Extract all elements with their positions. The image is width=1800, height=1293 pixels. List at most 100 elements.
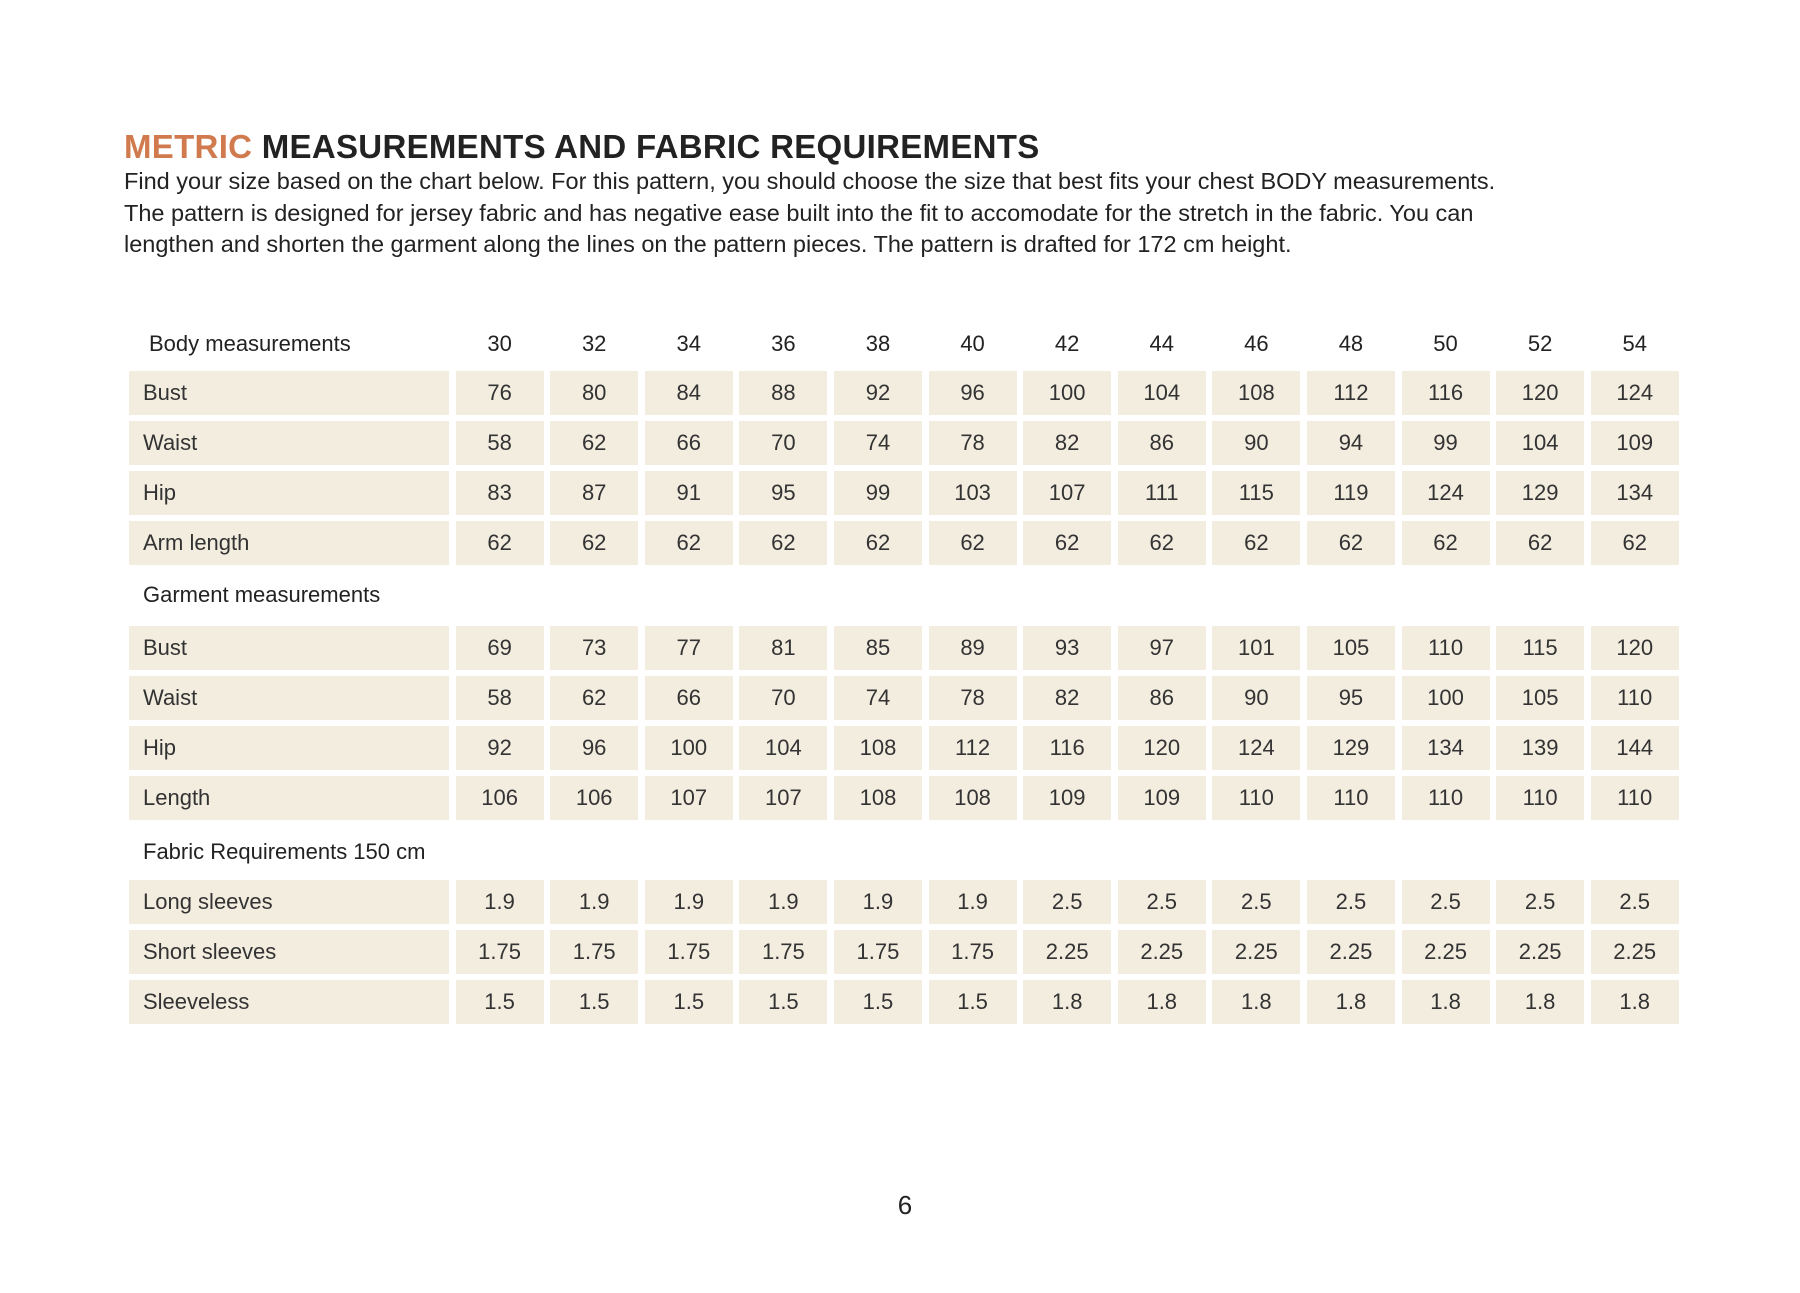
table-cell: 81 (739, 626, 828, 670)
row-label: Long sleeves (129, 880, 449, 924)
table-cell: 62 (739, 521, 828, 565)
table-cell: 115 (1496, 626, 1585, 670)
table-cell: 144 (1590, 726, 1679, 770)
table-cell: 110 (1496, 776, 1585, 820)
size-header: 48 (1338, 331, 1364, 356)
table-cell: 69 (455, 626, 544, 670)
table-cell: 2.5 (1306, 880, 1395, 924)
table-cell: 1.5 (928, 980, 1017, 1024)
table-cell: 99 (1401, 421, 1490, 465)
size-header: 44 (1149, 331, 1174, 356)
table-cell: 100 (1023, 371, 1112, 415)
table-cell: 1.5 (739, 980, 828, 1024)
table-cell: 104 (1117, 371, 1206, 415)
table-cell: 110 (1212, 776, 1301, 820)
row-label: Hip (129, 726, 449, 770)
table-cell: 1.8 (1023, 980, 1112, 1024)
table-cell: 112 (1306, 371, 1395, 415)
table-cell: 88 (739, 371, 828, 415)
table-cell: 91 (644, 471, 733, 515)
table-cell: 108 (928, 776, 1017, 820)
table-cell: 124 (1212, 726, 1301, 770)
table-cell: 107 (1023, 471, 1112, 515)
table-cell: 104 (739, 726, 828, 770)
size-header: 42 (1054, 331, 1080, 356)
table-cell: 62 (455, 521, 544, 565)
row-label: Length (129, 776, 449, 820)
table-cell: 2.5 (1590, 880, 1679, 924)
table-cell: 108 (833, 726, 922, 770)
table-cell: 2.25 (1023, 930, 1112, 974)
table-cell: 1.75 (550, 930, 639, 974)
table-cell: 1.8 (1306, 980, 1395, 1024)
table-cell: 2.5 (1212, 880, 1301, 924)
table-cell: 62 (1117, 521, 1206, 565)
table-cell: 82 (1023, 676, 1112, 720)
table-cell: 74 (833, 676, 922, 720)
table-cell: 62 (1023, 521, 1112, 565)
section-label-fabric: Fabric Requirements 150 cm (143, 839, 426, 864)
table-cell: 96 (928, 371, 1017, 415)
table-cell: 103 (928, 471, 1017, 515)
table-cell: 92 (455, 726, 544, 770)
table-cell: 2.25 (1401, 930, 1490, 974)
title-rest: MEASUREMENTS AND FABRIC REQUIREMENTS (261, 128, 1040, 165)
table-cell: 100 (1401, 676, 1490, 720)
table-cell: 134 (1590, 471, 1679, 515)
table-cell: 112 (928, 726, 1017, 770)
table-cell: 62 (1590, 521, 1679, 565)
table-cell: 66 (644, 421, 733, 465)
table-cell: 101 (1212, 626, 1301, 670)
table-cell: 110 (1590, 776, 1679, 820)
table-cell: 73 (550, 626, 639, 670)
intro-line: lengthen and shorten the garment along t… (124, 231, 1292, 257)
table-cell: 89 (928, 626, 1017, 670)
table-cell: 62 (1401, 521, 1490, 565)
size-header: 38 (865, 331, 891, 356)
table-cell: 77 (644, 626, 733, 670)
table-cell: 110 (1306, 776, 1395, 820)
table-cell: 110 (1401, 776, 1490, 820)
table-cell: 129 (1306, 726, 1395, 770)
size-header: 32 (581, 331, 607, 356)
table-cell: 1.9 (833, 880, 922, 924)
table-cell: 107 (739, 776, 828, 820)
row-label: Hip (129, 471, 449, 515)
table-cell: 108 (1212, 371, 1301, 415)
table-cell: 83 (455, 471, 544, 515)
table-cell: 115 (1212, 471, 1301, 515)
size-header: 52 (1527, 331, 1553, 356)
table-cell: 1.8 (1401, 980, 1490, 1024)
table-cell: 80 (550, 371, 639, 415)
table-cell: 84 (644, 371, 733, 415)
table-cell: 105 (1306, 626, 1395, 670)
page-number: 6 (897, 1190, 913, 1220)
row-label: Waist (129, 676, 449, 720)
table-cell: 106 (550, 776, 639, 820)
table-cell: 62 (1496, 521, 1585, 565)
table-cell: 2.5 (1401, 880, 1490, 924)
table-cell: 93 (1023, 626, 1112, 670)
size-header: 40 (960, 331, 985, 356)
table-cell: 95 (739, 471, 828, 515)
table-cell: 2.25 (1590, 930, 1679, 974)
table-cell: 1.8 (1496, 980, 1585, 1024)
table-cell: 58 (455, 676, 544, 720)
table-cell: 1.8 (1590, 980, 1679, 1024)
table-cell: 134 (1401, 726, 1490, 770)
table-cell: 139 (1496, 726, 1585, 770)
size-header: 46 (1244, 331, 1269, 356)
table-cell: 2.5 (1117, 880, 1206, 924)
table-cell: 1.9 (455, 880, 544, 924)
table-cell: 86 (1117, 676, 1206, 720)
table-cell: 116 (1401, 371, 1490, 415)
table-cell: 90 (1212, 421, 1301, 465)
table-cell: 58 (455, 421, 544, 465)
table-cell: 116 (1023, 726, 1112, 770)
table-cell: 96 (550, 726, 639, 770)
row-label: Bust (129, 626, 449, 670)
table-cell: 1.75 (833, 930, 922, 974)
table-cell: 62 (833, 521, 922, 565)
table-cell: 1.75 (739, 930, 828, 974)
body-measurements-table: Bust 76 80 84 88 92 96 100 104 108 112 116 120 124 Wai… (129, 371, 1679, 565)
